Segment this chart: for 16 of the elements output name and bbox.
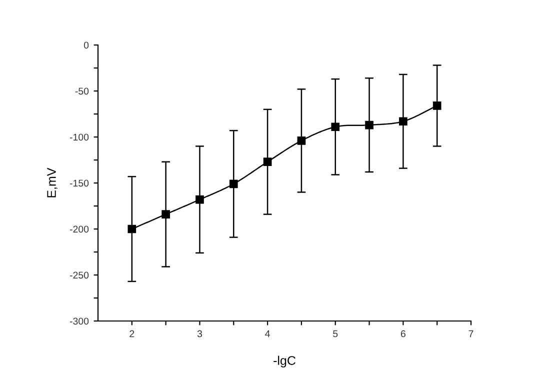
y-tick-label: 0 <box>84 42 89 49</box>
y-tick-label: -200 <box>70 226 89 233</box>
x-tick-label: 5 <box>333 330 338 338</box>
point <box>432 102 442 110</box>
y-tick-label: -50 <box>75 88 89 95</box>
y-tick-label: -300 <box>70 318 89 325</box>
x-axis-title: -lgC <box>274 356 296 368</box>
x-tick-label: 3 <box>197 330 202 338</box>
y-tick-label: -250 <box>70 272 89 279</box>
y-tick-label: -150 <box>70 180 89 187</box>
x-tick-label: 4 <box>265 330 270 338</box>
y-tick-label: -100 <box>70 134 89 141</box>
x-tick-label: 2 <box>130 330 134 338</box>
y-axis-title: E,mV <box>47 168 58 198</box>
x-tick-label: 7 <box>468 330 474 338</box>
x-tick-label: 6 <box>400 330 406 338</box>
